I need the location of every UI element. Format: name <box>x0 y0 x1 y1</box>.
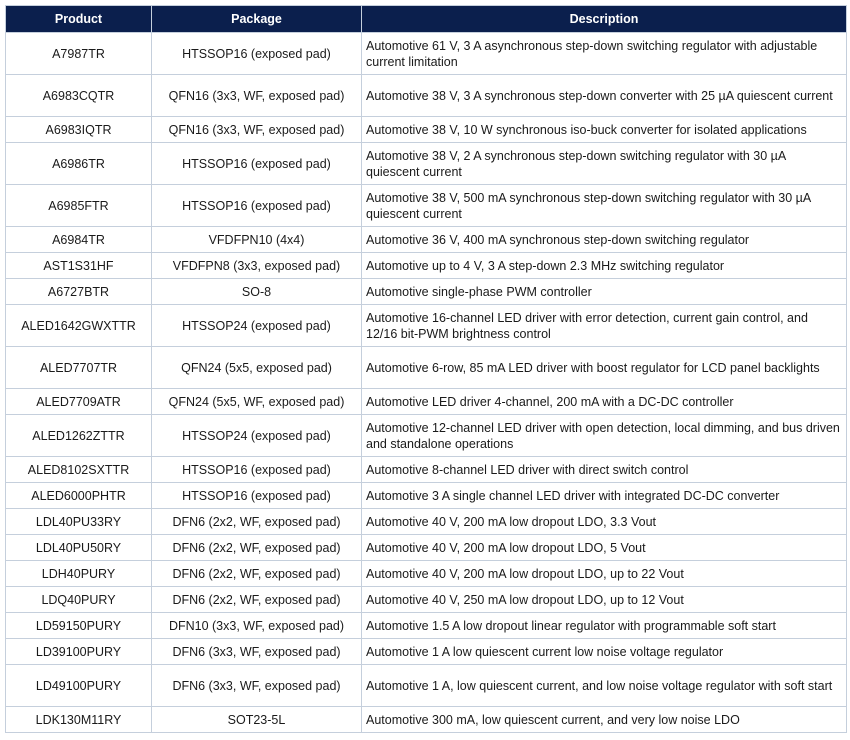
product-cell: LDL40PU50RY <box>5 534 152 561</box>
package-cell: QFN24 (5x5, exposed pad) <box>151 346 362 389</box>
package-cell: HTSSOP16 (exposed pad) <box>151 32 362 75</box>
header-package: Package <box>151 5 362 33</box>
table-row: A7987TR HTSSOP16 (exposed pad) Automotive … <box>5 32 847 75</box>
package-cell: DFN6 (2x2, WF, exposed pad) <box>151 586 362 613</box>
table-row: ALED7707TR QFN24 (5x5, exposed pad) Automo… <box>5 346 847 389</box>
product-cell: ALED1642GWXTTR <box>5 304 152 347</box>
package-cell: SOT23-5L <box>151 706 362 733</box>
package-cell: HTSSOP24 (exposed pad) <box>151 304 362 347</box>
package-cell: HTSSOP16 (exposed pad) <box>151 142 362 185</box>
product-cell: LD49100PURY <box>5 664 152 707</box>
description-cell: Automotive LED driver 4-channel, 200 mA … <box>361 388 847 415</box>
package-cell: DFN6 (2x2, WF, exposed pad) <box>151 534 362 561</box>
description-cell: Automotive 1 A low quiescent current low… <box>361 638 847 665</box>
package-cell: DFN10 (3x3, WF, exposed pad) <box>151 612 362 639</box>
product-cell: ALED1262ZTTR <box>5 414 152 457</box>
description-cell: Automotive 3 A single channel LED driver… <box>361 482 847 509</box>
table-row: LD49100PURY DFN6 (3x3, WF, exposed pad) Au… <box>5 664 847 707</box>
description-cell: Automotive single-phase PWM controller <box>361 278 847 305</box>
table-row: A6983CQTR QFN16 (3x3, WF, exposed pad) Aut… <box>5 74 847 117</box>
table-row: LDL40PU50RY DFN6 (2x2, WF, exposed pad) Au… <box>5 534 847 561</box>
product-cell: A6727BTR <box>5 278 152 305</box>
description-cell: Automotive 40 V, 250 mA low dropout LDO,… <box>361 586 847 613</box>
description-cell: Automotive 16-channel LED driver with er… <box>361 304 847 347</box>
product-cell: A6983IQTR <box>5 116 152 143</box>
table-row: A6983IQTR QFN16 (3x3, WF, exposed pad) Aut… <box>5 116 847 143</box>
package-cell: DFN6 (2x2, WF, exposed pad) <box>151 560 362 587</box>
table-row: LDL40PU33RY DFN6 (2x2, WF, exposed pad) Au… <box>5 508 847 535</box>
table-row: ALED6000PHTR HTSSOP16 (exposed pad) Automo… <box>5 482 847 509</box>
header-row: Product Package Description <box>5 5 847 33</box>
description-cell: Automotive 12-channel LED driver with op… <box>361 414 847 457</box>
package-cell: QFN16 (3x3, WF, exposed pad) <box>151 74 362 117</box>
description-cell: Automotive 40 V, 200 mA low dropout LDO,… <box>361 508 847 535</box>
description-cell: Automotive 38 V, 10 W synchronous iso-bu… <box>361 116 847 143</box>
description-cell: Automotive up to 4 V, 3 A step-down 2.3 … <box>361 252 847 279</box>
table-row: ALED1642GWXTTR HTSSOP24 (exposed pad) Auto… <box>5 304 847 347</box>
product-cell: A6985FTR <box>5 184 152 227</box>
product-cell: AST1S31HF <box>5 252 152 279</box>
package-cell: SO-8 <box>151 278 362 305</box>
package-cell: HTSSOP24 (exposed pad) <box>151 414 362 457</box>
package-cell: QFN16 (3x3, WF, exposed pad) <box>151 116 362 143</box>
header-description: Description <box>361 5 847 33</box>
package-cell: VFDFPN8 (3x3, exposed pad) <box>151 252 362 279</box>
package-cell: HTSSOP16 (exposed pad) <box>151 184 362 227</box>
package-cell: QFN24 (5x5, WF, exposed pad) <box>151 388 362 415</box>
product-cell: LDH40PURY <box>5 560 152 587</box>
product-table: Product Package Description A7987TR HTSSO… <box>5 5 847 733</box>
description-cell: Automotive 38 V, 2 A synchronous step-do… <box>361 142 847 185</box>
product-cell: LD59150PURY <box>5 612 152 639</box>
product-cell: LD39100PURY <box>5 638 152 665</box>
package-cell: VFDFPN10 (4x4) <box>151 226 362 253</box>
product-cell: ALED6000PHTR <box>5 482 152 509</box>
table-row: LDQ40PURY DFN6 (2x2, WF, exposed pad) Auto… <box>5 586 847 613</box>
description-cell: Automotive 36 V, 400 mA synchronous step… <box>361 226 847 253</box>
description-cell: Automotive 40 V, 200 mA low dropout LDO,… <box>361 560 847 587</box>
package-cell: HTSSOP16 (exposed pad) <box>151 456 362 483</box>
table-row: A6984TR VFDFPN10 (4x4) Automotive 36 V, 40… <box>5 226 847 253</box>
description-cell: Automotive 61 V, 3 A asynchronous step-d… <box>361 32 847 75</box>
table-row: LDK130M11RY SOT23-5L Automotive 300 mA, lo… <box>5 706 847 733</box>
description-cell: Automotive 38 V, 500 mA synchronous step… <box>361 184 847 227</box>
table-row: ALED7709ATR QFN24 (5x5, WF, exposed pad) A… <box>5 388 847 415</box>
product-cell: A6983CQTR <box>5 74 152 117</box>
table-row: A6727BTR SO-8 Automotive single-phase PWM … <box>5 278 847 305</box>
table-row: A6986TR HTSSOP16 (exposed pad) Automotive … <box>5 142 847 185</box>
product-cell: A6986TR <box>5 142 152 185</box>
product-cell: ALED8102SXTTR <box>5 456 152 483</box>
product-cell: A7987TR <box>5 32 152 75</box>
product-cell: LDQ40PURY <box>5 586 152 613</box>
description-cell: Automotive 40 V, 200 mA low dropout LDO,… <box>361 534 847 561</box>
package-cell: DFN6 (2x2, WF, exposed pad) <box>151 508 362 535</box>
table-row: A6985FTR HTSSOP16 (exposed pad) Automotive… <box>5 184 847 227</box>
package-cell: DFN6 (3x3, WF, exposed pad) <box>151 664 362 707</box>
table-row: LD39100PURY DFN6 (3x3, WF, exposed pad) Au… <box>5 638 847 665</box>
description-cell: Automotive 1.5 A low dropout linear regu… <box>361 612 847 639</box>
product-cell: LDK130M11RY <box>5 706 152 733</box>
package-cell: HTSSOP16 (exposed pad) <box>151 482 362 509</box>
description-cell: Automotive 300 mA, low quiescent current… <box>361 706 847 733</box>
table-row: LD59150PURY DFN10 (3x3, WF, exposed pad) A… <box>5 612 847 639</box>
description-cell: Automotive 1 A, low quiescent current, a… <box>361 664 847 707</box>
table-body: A7987TR HTSSOP16 (exposed pad) Automotive … <box>5 32 847 733</box>
header-product: Product <box>5 5 152 33</box>
description-cell: Automotive 38 V, 3 A synchronous step-do… <box>361 74 847 117</box>
table-row: ALED1262ZTTR HTSSOP24 (exposed pad) Automo… <box>5 414 847 457</box>
product-cell: LDL40PU33RY <box>5 508 152 535</box>
product-cell: ALED7707TR <box>5 346 152 389</box>
product-cell: A6984TR <box>5 226 152 253</box>
table-row: LDH40PURY DFN6 (2x2, WF, exposed pad) Auto… <box>5 560 847 587</box>
description-cell: Automotive 6-row, 85 mA LED driver with … <box>361 346 847 389</box>
table-row: AST1S31HF VFDFPN8 (3x3, exposed pad) Autom… <box>5 252 847 279</box>
description-cell: Automotive 8-channel LED driver with dir… <box>361 456 847 483</box>
product-cell: ALED7709ATR <box>5 388 152 415</box>
table-row: ALED8102SXTTR HTSSOP16 (exposed pad) Autom… <box>5 456 847 483</box>
package-cell: DFN6 (3x3, WF, exposed pad) <box>151 638 362 665</box>
